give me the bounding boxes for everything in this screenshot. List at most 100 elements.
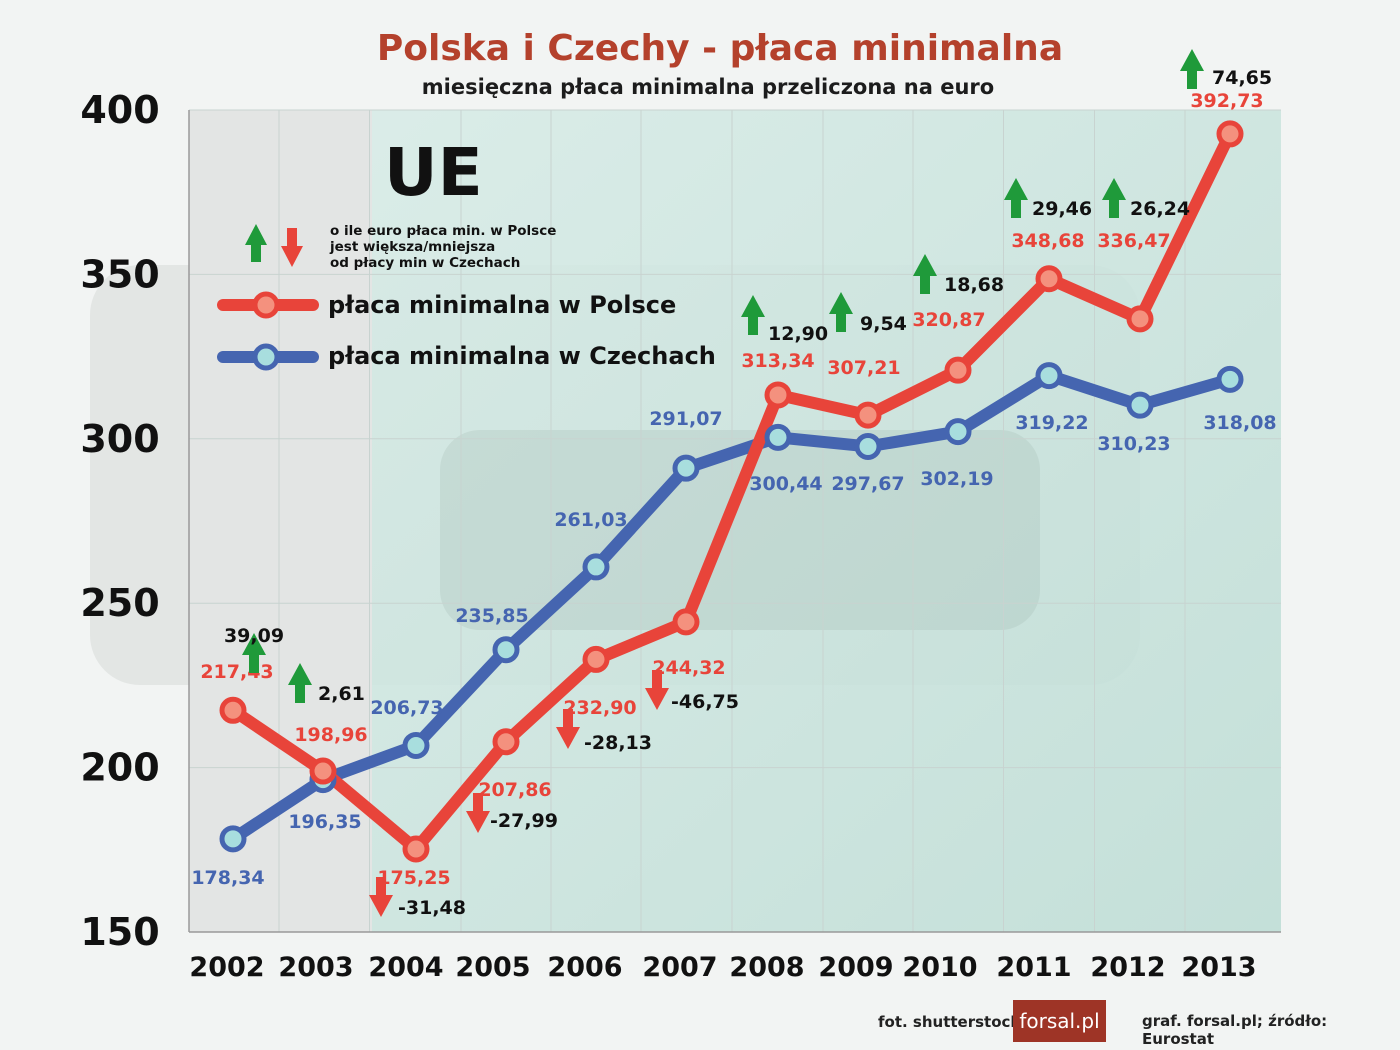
data-labels: 217,43 198,96 175,25 207,86 232,90 244,32 313,…: [191, 90, 1276, 889]
brand-logo: forsal.pl: [1013, 1000, 1106, 1042]
x-tick-label: 2008: [729, 952, 804, 983]
czech-series-line: [227, 369, 1236, 845]
poland-data-label: 232,90: [563, 697, 636, 719]
legend-label-poland: płaca minimalna w Polsce: [328, 291, 676, 319]
poland-series-line: [227, 127, 1236, 855]
difference-label: 74,65: [1212, 67, 1272, 89]
czech-data-label: 302,19: [920, 468, 993, 490]
czech-data-label: 206,73: [370, 697, 443, 719]
plot-area-eu-photo: [440, 430, 1040, 630]
x-tick-label: 2004: [368, 952, 443, 983]
czech-data-label: 318,08: [1203, 412, 1276, 434]
poland-data-label: 175,25: [377, 867, 450, 889]
arrow-down-icon: [645, 670, 669, 710]
difference-label: -28,13: [584, 732, 652, 754]
czech-series-point: [492, 636, 520, 664]
x-tick-label: 2009: [818, 952, 893, 983]
poland-series-point: [219, 696, 247, 724]
x-tick-label: 2013: [1181, 952, 1256, 983]
poland-data-label: 207,86: [478, 779, 551, 801]
poland-data-label: 392,73: [1190, 90, 1263, 112]
x-tick-label: 2007: [642, 952, 717, 983]
x-tick-label: 2003: [278, 952, 353, 983]
arrow-up-icon: [741, 295, 765, 335]
x-tick-label: 2005: [455, 952, 530, 983]
arrow-up-icon: [242, 633, 266, 673]
czech-series-point: [582, 553, 610, 581]
arrow-up-icon: [829, 292, 853, 332]
czech-series-point: [402, 731, 430, 759]
difference-markers: 39,09 2,61 -31,48 -27,99 -28,13 -46,75 12,90 9,…: [224, 49, 1272, 919]
arrow-up-icon: [288, 663, 312, 703]
czech-series-point: [944, 418, 972, 446]
czech-data-label: 291,07: [649, 408, 722, 430]
czech-series-point: [672, 454, 700, 482]
czech-data-label: 310,23: [1097, 433, 1170, 455]
difference-label: 12,90: [768, 323, 828, 345]
poland-series-point: [1126, 305, 1154, 333]
arrow-up-icon: [1180, 49, 1204, 89]
x-tick-label: 2010: [902, 952, 977, 983]
x-tick-labels: 2002 2003 2004 2005 2006 2007 2008 2009 2010 2011…: [189, 952, 1256, 983]
legend-item-poland: płaca minimalna w Polsce: [217, 291, 676, 319]
poland-data-label: 307,21: [827, 357, 900, 379]
poland-series-point: [854, 401, 882, 429]
difference-label: 2,61: [318, 683, 365, 705]
legend-note-line-2: jest większa/mniejsza: [329, 239, 495, 255]
poland-series-point: [672, 608, 700, 636]
difference-label: -46,75: [671, 691, 739, 713]
poland-data-label: 336,47: [1097, 230, 1170, 252]
difference-label: -27,99: [490, 810, 558, 832]
axes: [188, 110, 1281, 933]
source-note: graf. forsal.pl; źródło: Eurostat: [1142, 1012, 1328, 1048]
czech-data-label: 300,44: [749, 473, 822, 495]
poland-series-point: [309, 757, 337, 785]
x-tick-label: 2006: [547, 952, 622, 983]
czech-series-point: [1035, 362, 1063, 390]
poland-data-label: 320,87: [912, 309, 985, 331]
y-tick-labels: 150 200 250 300 350 400: [80, 88, 159, 954]
arrow-down-icon: [466, 793, 490, 833]
legend-note-line-3: od płacy min w Czechach: [330, 255, 520, 271]
y-tick-label: 400: [80, 88, 159, 132]
y-tick-label: 150: [80, 910, 159, 954]
czech-data-label: 235,85: [455, 605, 528, 627]
poland-series-point: [402, 835, 430, 863]
x-tick-label: 2002: [189, 952, 264, 983]
difference-label: 18,68: [944, 274, 1004, 296]
arrow-up-icon: [913, 254, 937, 294]
y-tick-label: 350: [80, 252, 159, 296]
series-lines: [227, 127, 1236, 855]
czech-data-label: 297,67: [831, 473, 904, 495]
poland-series-point: [582, 645, 610, 673]
y-tick-label: 250: [80, 581, 159, 625]
legend-label-czech: płaca minimalna w Czechach: [328, 342, 716, 370]
czech-series-point: [764, 423, 792, 451]
czech-series-point: [854, 432, 882, 460]
arrow-up-icon: [1102, 178, 1126, 218]
difference-label: 26,24: [1130, 198, 1190, 220]
photo-credit: fot. shutterstock: [878, 1013, 1021, 1031]
poland-series-point: [1035, 265, 1063, 293]
czech-data-label: 178,34: [191, 867, 264, 889]
x-tick-label: 2012: [1090, 952, 1165, 983]
arrow-down-icon: [281, 228, 303, 267]
poland-series-point: [944, 356, 972, 384]
legend-note-line-1: o ile euro płaca min. w Polsce: [330, 223, 556, 239]
legend-item-czech: płaca minimalna w Czechach: [217, 342, 716, 371]
poland-series-point: [492, 728, 520, 756]
eu-label: UE: [384, 134, 483, 211]
difference-label: 9,54: [860, 313, 907, 335]
czech-data-label: 196,35: [288, 811, 361, 833]
y-tick-label: 300: [80, 417, 159, 461]
poland-data-label: 217,43: [200, 661, 273, 683]
poland-data-label: 313,34: [741, 350, 814, 372]
series-points: [219, 120, 1244, 863]
x-tick-label: 2011: [996, 952, 1071, 983]
plot-area-eu: [372, 110, 1281, 932]
y-tick-label: 200: [80, 746, 159, 790]
poland-data-label: 198,96: [294, 724, 367, 746]
czech-data-label: 319,22: [1015, 412, 1088, 434]
